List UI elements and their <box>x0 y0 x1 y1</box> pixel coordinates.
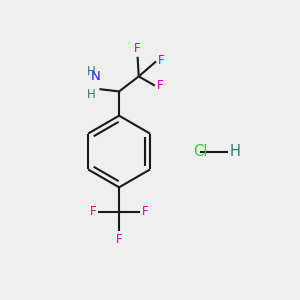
Text: N: N <box>91 70 101 83</box>
Text: H: H <box>87 88 96 101</box>
Text: F: F <box>134 42 141 55</box>
Text: F: F <box>90 205 97 218</box>
Text: F: F <box>158 54 164 67</box>
Text: F: F <box>116 233 122 246</box>
Text: H: H <box>230 144 241 159</box>
Text: H: H <box>87 65 96 78</box>
Text: F: F <box>157 79 164 92</box>
Text: F: F <box>142 205 148 218</box>
Text: Cl: Cl <box>193 144 207 159</box>
